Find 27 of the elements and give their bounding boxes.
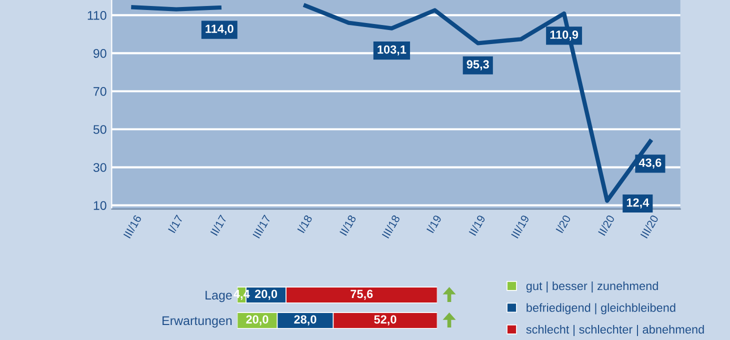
data-label: 114,0: [206, 24, 234, 35]
y-tick-label: 30: [93, 163, 106, 172]
data-label: 12,4: [626, 198, 650, 208]
x-tick-label: I/17: [168, 214, 184, 234]
y-tick-label: 10: [94, 201, 106, 210]
y-tick-label: Lage: [206, 290, 232, 302]
data-label: 75,6: [350, 290, 373, 300]
data-label: 20,0: [254, 290, 278, 300]
legend-label: schlecht | schlechter | abnehmend: [526, 324, 704, 336]
data-label: 43,6: [638, 158, 662, 169]
y-tick-label: 90: [94, 49, 106, 58]
data-label: 103,1: [378, 45, 406, 56]
y-tick-label: 50: [93, 125, 106, 134]
y-tick-label: 110: [88, 11, 106, 20]
x-tick-label: I/18: [296, 214, 313, 234]
data-label: 20,0: [246, 315, 268, 326]
y-tick-label: Erwartungen: [162, 316, 232, 328]
x-tick-label: I/20: [555, 214, 572, 234]
data-label: 4,4: [234, 290, 250, 300]
y-tick-label: 70: [94, 87, 106, 96]
data-label: 28,0: [294, 315, 316, 326]
data-label: 95,3: [466, 60, 489, 70]
data-label: 52,0: [374, 315, 396, 326]
data-label: 110,9: [550, 30, 578, 41]
x-tick-label: I/19: [426, 214, 442, 234]
legend-label: gut | besser | zunehmend: [526, 281, 658, 293]
legend-label: befriedigend | gleichbleibend: [526, 303, 676, 314]
